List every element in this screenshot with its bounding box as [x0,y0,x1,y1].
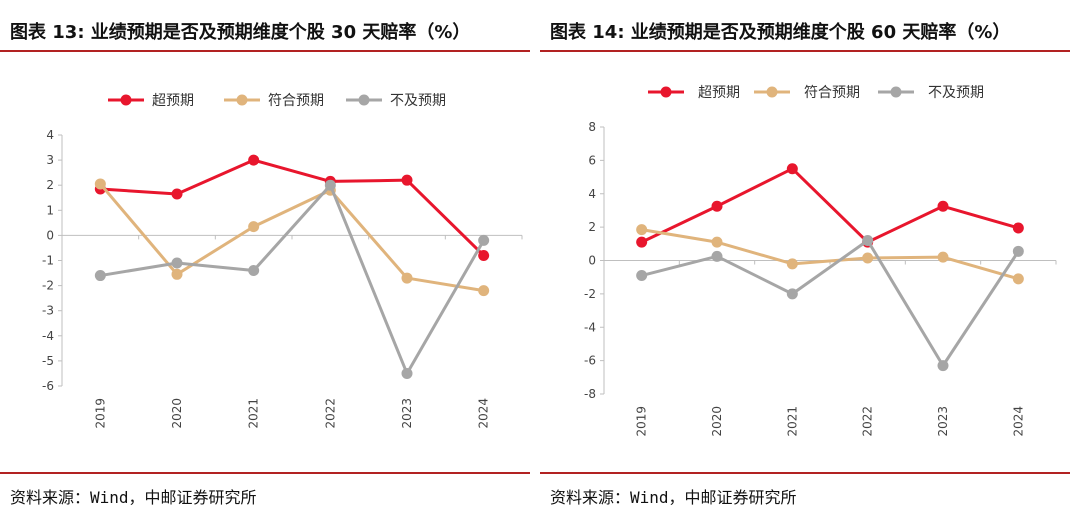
y-tick-label: 0 [46,228,54,242]
x-tick-label: 2023 [936,406,950,437]
x-tick-label: 2023 [400,398,414,429]
data-point [478,285,490,297]
data-point [1012,245,1024,257]
source-rule [540,472,1070,474]
legend-marker [120,94,132,106]
data-point [786,163,798,175]
legend-marker [890,86,902,98]
y-tick-label: 3 [46,153,54,167]
legend-label: 超预期 [152,93,194,109]
data-point [636,270,648,282]
x-tick-label: 2024 [477,398,491,429]
legend-label: 符合预期 [268,93,324,109]
data-point [937,360,949,372]
chart-title: 图表 14: 业绩预期是否及预期维度个股 60 天赔率（%） [550,22,1011,43]
series-line-0 [641,167,1019,244]
y-tick-label: -4 [584,320,596,334]
x-tick-label: 2021 [785,406,799,437]
chart-panel-right: 图表 14: 业绩预期是否及预期维度个股 60 天赔率（%） 8 6 4 2 0 -2 -4… [540,0,1080,524]
x-tick-label: 2022 [861,406,875,437]
x-tick-label: 2019 [93,398,107,429]
data-point [94,178,106,190]
data-point [711,236,723,248]
legend-marker [660,86,672,98]
legend-label: 超预期 [698,85,740,101]
y-tick-label: 2 [588,220,596,234]
data-point [401,367,413,379]
legend-label: 不及预期 [390,93,446,109]
data-point [937,251,949,263]
y-tick-label: -2 [584,287,596,301]
data-point [94,270,106,282]
y-tick-label: 1 [46,203,54,217]
y-tick-label: -6 [42,379,54,393]
data-point [401,174,413,186]
chart-panel-left: 图表 13: 业绩预期是否及预期维度个股 30 天赔率（%） 4 3 2 1 0 -1 -2… [0,22,530,507]
source-rule [0,472,530,474]
data-point [248,154,260,166]
x-tick-label: 2022 [323,398,337,429]
data-point [324,179,336,191]
data-point [248,265,260,277]
y-tick-label: -1 [42,254,54,268]
data-point [171,268,183,280]
data-point [786,258,798,270]
data-point [711,250,723,262]
x-tick-label: 2020 [710,406,724,437]
data-point [401,272,413,284]
data-point [711,200,723,212]
data-point [171,257,183,269]
legend-marker [358,94,370,106]
data-point [478,249,490,261]
line-chart-30d: 4 3 2 1 0 -1 -2 -3 -4 -5 -6 2019 2020 2021 2022 2023 202… [42,93,523,429]
legend-label: 不及预期 [928,85,984,101]
series-line-2 [100,183,485,375]
source-note: 资料来源：Wind，中邮证券研究所 [550,488,797,507]
data-point [1012,273,1024,285]
series-line-2 [641,238,1020,368]
series-line-1 [99,182,484,293]
title-rule [540,50,1070,52]
data-point [862,252,874,264]
x-tick-label: 2020 [170,398,184,429]
y-tick-label: -6 [584,354,596,368]
x-tick-label: 2019 [635,406,649,437]
y-tick-label: 0 [588,254,596,268]
y-tick-label: -3 [42,304,54,318]
y-tick-label: 6 [588,153,596,167]
y-tick-label: 4 [46,128,54,142]
title-rule [0,50,530,52]
data-point [1012,222,1024,234]
y-tick-label: 2 [46,178,54,192]
source-note: 资料来源：Wind，中邮证券研究所 [10,488,257,507]
legend-label: 符合预期 [804,85,860,101]
series-line-0 [100,158,485,257]
data-point [786,288,798,300]
data-point [478,234,490,246]
y-tick-label: -2 [42,279,54,293]
legend-marker [766,86,778,98]
y-tick-label: -5 [42,354,54,368]
y-tick-label: 4 [588,187,596,201]
series-line-1 [641,228,1019,281]
y-tick-label: -4 [42,329,54,343]
legend-marker [236,94,248,106]
data-point [636,236,648,248]
y-tick-label: -8 [584,387,596,401]
x-tick-label: 2024 [1011,406,1025,437]
x-tick-label: 2021 [247,398,261,429]
data-point [862,234,874,246]
data-point [171,188,183,200]
y-tick-label: 8 [588,120,596,134]
data-point [248,221,260,233]
chart-title: 图表 13: 业绩预期是否及预期维度个股 30 天赔率（%） [10,22,471,43]
data-point [937,200,949,212]
data-point [636,224,648,236]
line-chart-60d: 8 6 4 2 0 -2 -4 -6 -8 2019 2020 2021 2022 2023 2024 超预期… [584,85,1057,437]
